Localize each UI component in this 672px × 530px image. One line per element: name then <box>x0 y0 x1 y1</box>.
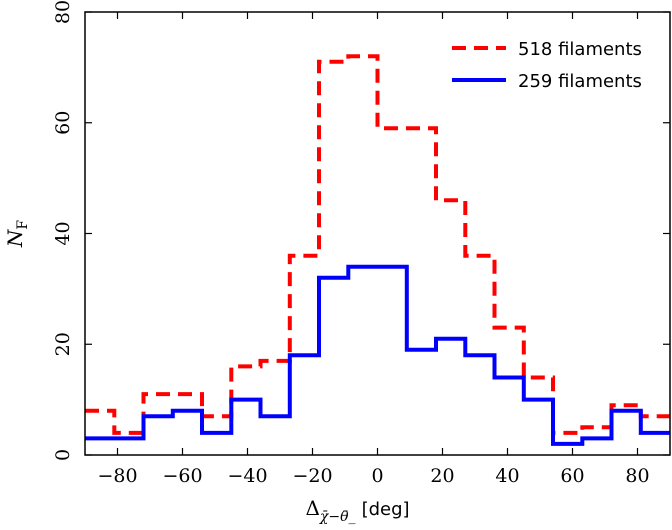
x-axis-title-unit: [deg] <box>362 499 410 520</box>
x-tick-label: −40 <box>227 465 267 487</box>
ticks-layer: −80 −60 −40 −20 0 20 40 60 80 0 20 40 60 80 <box>52 0 670 487</box>
legend-label-259-filaments: 259 filaments <box>518 71 642 92</box>
y-axis-title-subscript: F <box>15 220 31 230</box>
y-axis-title: NF <box>3 220 31 249</box>
series-line-518-filaments <box>85 54 670 435</box>
series-line-259-filaments <box>85 264 670 446</box>
x-tick-label: −20 <box>292 465 332 487</box>
y-tick-label: 80 <box>52 0 74 24</box>
y-tick-label: 0 <box>52 449 74 461</box>
x-tick-label: −60 <box>162 465 202 487</box>
series-layer <box>85 54 670 446</box>
y-tick-label: 40 <box>52 221 74 245</box>
y-axis-title-symbol: N <box>3 228 27 248</box>
x-tick-label: 0 <box>371 465 383 487</box>
y-tick-label: 20 <box>52 332 74 356</box>
x-tick-label: 80 <box>625 465 649 487</box>
x-tick-label: −80 <box>97 465 137 487</box>
x-axis-title: Δχ̄−θ̄_ [deg] <box>305 496 409 525</box>
x-tick-label: 20 <box>430 465 454 487</box>
x-axis-title-subscript: χ̄−θ̄_ <box>319 509 356 525</box>
legend: 518 filaments 259 filaments <box>452 39 642 92</box>
x-tick-label: 60 <box>560 465 584 487</box>
y-tick-label: 60 <box>52 111 74 135</box>
x-axis-title-symbol: Δ <box>305 496 319 520</box>
plot-frame <box>84 11 671 456</box>
x-tick-label: 40 <box>495 465 519 487</box>
legend-label-518-filaments: 518 filaments <box>518 39 642 60</box>
